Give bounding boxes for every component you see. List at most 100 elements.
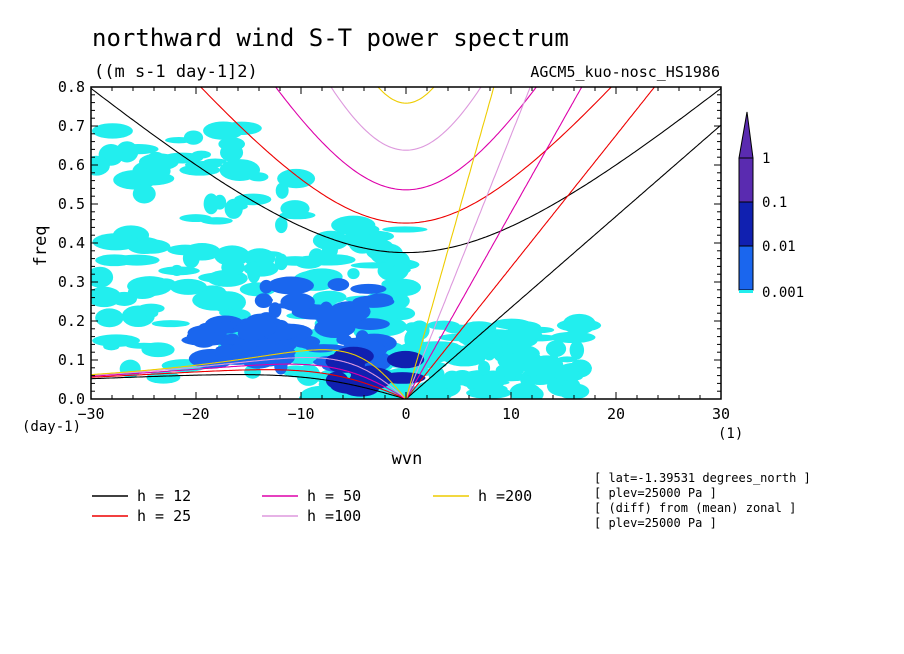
power-blob-0.01 [352,295,395,308]
metadata-annotations: [ lat=-1.39531 degrees_north ] [ plev=25… [594,471,811,530]
power-blob-0.001 [478,360,491,376]
power-blob-0.001 [218,137,246,151]
power-blob-0.001 [569,340,585,360]
power-blob-0.001 [179,214,212,223]
power-blob-0.001 [274,253,288,271]
power-blob-0.001 [91,123,133,139]
power-blob-0.01 [259,279,273,294]
power-blob-0.01 [240,349,277,369]
power-shading [91,121,602,399]
power-blob-0.01 [327,278,350,292]
power-blob-0.001 [509,382,542,399]
power-blob-0.001 [203,158,227,165]
colorbar-label-0.001: 0.001 [762,285,804,301]
power-blob-0.1 [379,372,426,384]
chart-title: northward wind S-T power spectrum [92,24,569,52]
x-tick-label: −10 [287,405,314,423]
kelvin-curve-h50 [405,87,583,399]
y-axis-label: freq [31,226,51,267]
power-blob-0.1 [325,353,348,369]
legend-label-h200: h =200 [478,487,532,505]
power-blob-0.01 [255,296,273,304]
y-tick-label: 0.4 [58,234,85,252]
axis-ticks: −30 −20 −10 0 10 20 30 0.0 0.1 0.2 0.3 0.4 0.5 0.6 0.7… [58,78,730,423]
colorbar-label-1: 1 [762,151,770,167]
annotation-plev-2: [ plev=25000 Pa ] [594,516,717,530]
power-blob-0.001 [95,308,124,328]
y-tick-label: 0.1 [58,351,85,369]
annotation-plev: [ plev=25000 Pa ] [594,486,717,500]
power-blob-0.001 [114,254,160,266]
power-blob-0.001 [557,356,578,363]
power-blob-0.01 [349,318,390,330]
power-blob-0.001 [545,340,567,357]
colorbar-label-0.01: 0.01 [762,239,796,255]
power-blob-0.001 [427,320,460,330]
power-blob-0.001 [247,261,261,284]
power-blob-0.001 [247,172,269,182]
colorbar-box-1 [738,157,754,203]
y-tick-label: 0.7 [58,117,85,135]
power-blob-0.001 [497,328,543,342]
colorbar-box-0.001 [739,290,753,293]
power-blob-0.001 [277,168,316,189]
power-blob-0.001 [179,164,221,176]
power-blob-0.01 [350,283,387,294]
power-blob-0.001 [557,383,590,399]
dispersion-curves [91,87,721,399]
power-blob-0.001 [198,272,243,283]
power-blob-0.001 [347,268,360,280]
x-tick-label: 0 [401,405,410,423]
gravity-curve-h100 [330,87,482,151]
kelvin-curve-h200 [405,87,495,399]
power-blob-0.001 [350,262,395,269]
power-blob-0.001 [382,226,428,233]
legend-label-h12: h = 12 [137,487,191,505]
power-blob-0.001 [438,333,476,342]
colorbar-label-0.1: 0.1 [762,195,787,211]
x-tick-label: −20 [182,405,209,423]
y-axis-unit: (day-1) [22,419,81,435]
power-blob-0.001 [91,286,122,308]
rossby-curve-h25 [91,369,407,399]
x-tick-label: 20 [607,405,625,423]
power-blob-0.001 [447,345,494,357]
power-blob-0.001 [565,363,579,383]
power-blob-0.001 [183,130,204,145]
power-blob-0.001 [91,155,110,176]
legend: h = 12 h = 25 h = 50 h =100 h =200 [92,487,532,525]
power-blob-0.001 [192,289,238,311]
y-tick-label: 0.5 [58,195,85,213]
power-blob-0.001 [466,387,512,399]
legend-label-h50: h = 50 [307,487,361,505]
power-blob-0.01 [318,301,334,323]
power-blob-0.001 [127,285,158,300]
kelvin-curve-h25 [405,87,656,399]
y-tick-label: 0.6 [58,156,85,174]
rossby-curve-h12 [91,374,407,399]
power-blob-0.001 [312,290,347,304]
power-blob-0.01 [219,320,235,332]
power-blob-0.01 [235,318,278,338]
power-blob-0.001 [296,364,321,386]
x-tick-label: 10 [502,405,520,423]
power-blob-0.001 [258,251,283,258]
legend-label-h25: h = 25 [137,507,191,525]
y-tick-label: 0.8 [58,78,85,96]
plot-area: −30 −20 −10 0 10 20 30 0.0 0.1 0.2 0.3 0.4 0.5 0.6 0.7… [58,78,730,423]
power-blob-0.001 [275,216,288,234]
power-blob-0.001 [480,376,502,387]
power-blob-0.001 [444,370,461,383]
kelvin-curve-h100 [405,87,531,399]
power-blob-0.001 [117,143,159,155]
power-blob-0.001 [203,121,244,140]
power-blob-0.001 [556,318,602,332]
model-label: AGCM5_kuo-nosc_HS1986 [530,63,720,81]
colorbar-box-0.01 [738,245,754,291]
power-blob-0.01 [230,344,243,356]
colorbar: 1 0.1 0.01 0.001 [738,111,804,301]
power-blob-0.001 [234,193,272,206]
power-blob-0.001 [183,243,221,261]
power-blob-0.001 [279,211,316,220]
power-blob-0.001 [321,243,338,258]
